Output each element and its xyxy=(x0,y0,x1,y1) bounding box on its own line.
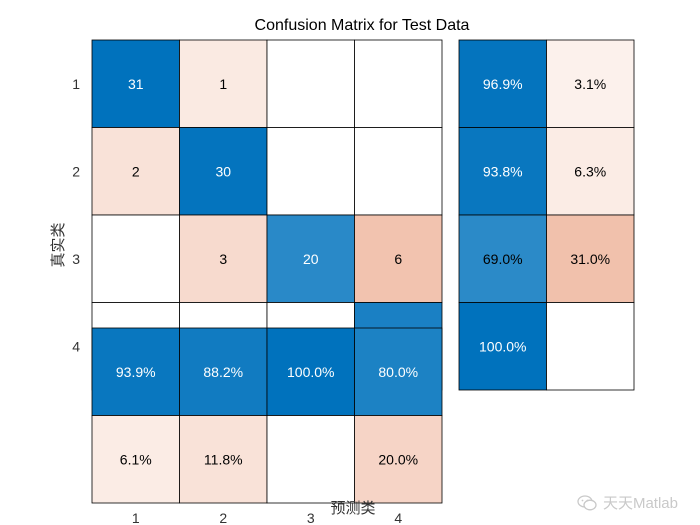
y-tick-label: 2 xyxy=(72,163,80,179)
column-summary-label: 88.2% xyxy=(203,364,243,380)
matrix-cell-label: 30 xyxy=(215,163,231,179)
column-summary-label: 93.9% xyxy=(116,364,156,380)
matrix-cell xyxy=(266,214,355,303)
column-summary-label: 11.8% xyxy=(204,451,243,467)
row-summary-cell xyxy=(458,127,547,216)
matrix-cell-label: 2 xyxy=(132,163,140,179)
y-tick-label: 1 xyxy=(72,76,80,92)
matrix-cell xyxy=(354,39,443,128)
row-summary-cell xyxy=(546,302,635,391)
row-summary-label: 3.1% xyxy=(574,76,606,92)
column-summary-cell xyxy=(91,327,180,416)
x-tick-label: 3 xyxy=(307,510,315,525)
wechat-icon xyxy=(577,494,597,510)
matrix-cell-label: 31 xyxy=(128,76,144,92)
watermark-text: 天天Matlab xyxy=(602,495,678,512)
x-axis-label: 预测类 xyxy=(330,500,375,517)
row-summary-cell xyxy=(458,39,547,128)
column-summary-label: 20.0% xyxy=(378,451,418,467)
column-summary-cell xyxy=(266,327,355,416)
column-summary-label: 80.0% xyxy=(378,364,418,380)
matrix-cell-label: 1 xyxy=(219,76,227,92)
column-summary-cell xyxy=(179,327,268,416)
row-summary-label: 93.8% xyxy=(483,163,523,179)
matrix-cell-label: 3 xyxy=(219,251,227,267)
matrix-cell-label: 20 xyxy=(303,251,319,267)
row-summary-cell xyxy=(458,302,547,391)
watermark: 天天Matlab xyxy=(577,492,678,513)
x-tick-label: 2 xyxy=(219,510,227,525)
x-tick-label: 1 xyxy=(132,510,140,525)
row-summary-cell xyxy=(458,214,547,303)
row-summary-cell xyxy=(546,127,635,216)
column-summary-label: 100.0% xyxy=(287,364,334,380)
column-summary-cell xyxy=(354,327,443,416)
matrix-cell xyxy=(91,214,180,303)
row-summary-label: 100.0% xyxy=(479,338,526,354)
column-summary-cell xyxy=(91,415,180,504)
matrix-cell xyxy=(266,39,355,128)
x-tick-label: 4 xyxy=(394,510,402,525)
column-summary-cell xyxy=(266,415,355,504)
row-summary-label: 69.0% xyxy=(483,251,523,267)
matrix-cell xyxy=(354,214,443,303)
chart-title: Confusion Matrix for Test Data xyxy=(255,17,470,34)
row-summary-grid: 96.9% 3.1% 93.8% 6.3% 69.0% 31.0% 100.0% xyxy=(458,39,635,391)
y-axis-label: 真实类 xyxy=(49,222,67,267)
column-summary-grid: 93.9% 88.2% 100.0% 80.0% 6.1% 11.8% 20.0% xyxy=(91,327,443,504)
column-summary-cell xyxy=(354,415,443,504)
row-summary-cell xyxy=(546,39,635,128)
tick-labels: 1 1 2 2 3 3 4 4 xyxy=(72,76,402,525)
matrix-cell xyxy=(179,214,268,303)
row-summary-label: 31.0% xyxy=(570,251,610,267)
column-summary-label: 6.1% xyxy=(120,451,152,467)
row-summary-label: 96.9% xyxy=(483,76,523,92)
matrix-cell xyxy=(179,127,268,216)
row-summary-label: 6.3% xyxy=(574,163,606,179)
column-summary-cell xyxy=(179,415,268,504)
matrix-cell xyxy=(354,127,443,216)
y-tick-label: 3 xyxy=(72,251,80,267)
y-tick-label: 4 xyxy=(72,338,80,354)
matrix-cell xyxy=(266,127,355,216)
matrix-cell-label: 6 xyxy=(394,251,402,267)
matrix-cell xyxy=(91,39,180,128)
